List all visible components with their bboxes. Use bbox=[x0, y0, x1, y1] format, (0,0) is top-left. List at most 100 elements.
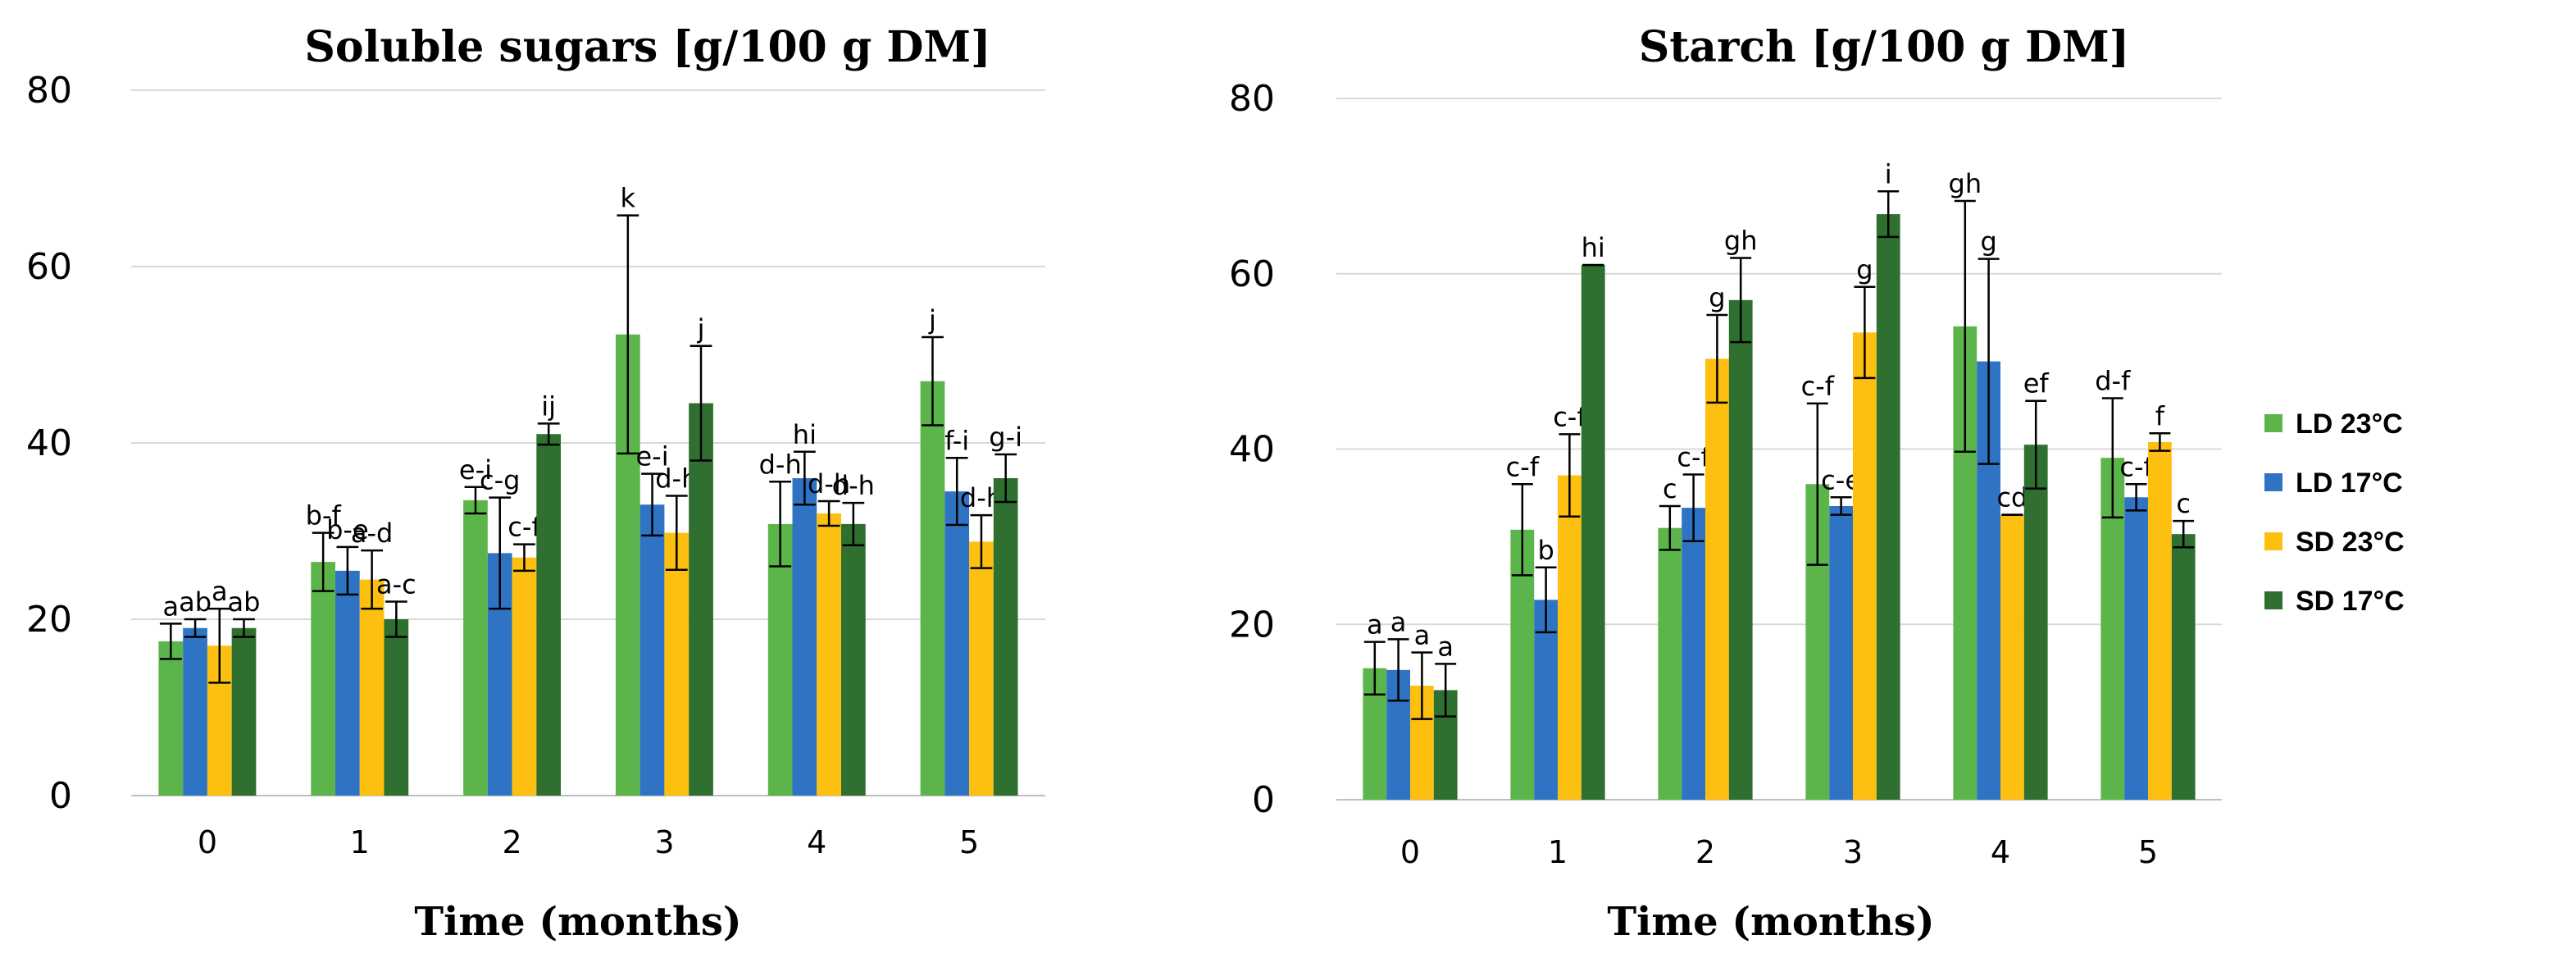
legend: LD 23°C LD 17°C SD 23°C SD 17°C bbox=[2264, 408, 2405, 617]
data-label: c-f bbox=[1553, 401, 1586, 432]
x-tick-label: 0 bbox=[198, 824, 217, 860]
bar bbox=[1728, 299, 1753, 800]
error-bar bbox=[233, 618, 255, 638]
x-tick-label: 5 bbox=[2138, 834, 2158, 870]
y-tick-label: 0 bbox=[1252, 779, 1275, 821]
bar bbox=[183, 627, 207, 796]
x-tick-label: 2 bbox=[1695, 834, 1715, 870]
error-bar bbox=[1387, 638, 1409, 702]
data-label: a bbox=[163, 591, 180, 622]
y-tick-label: 40 bbox=[26, 422, 72, 464]
error-bar bbox=[2101, 397, 2123, 519]
data-label: d-f bbox=[2095, 366, 2131, 397]
data-label: ij bbox=[541, 390, 556, 422]
data-label: j bbox=[928, 304, 936, 335]
legend-label: SD 17°C bbox=[2296, 586, 2405, 617]
bar bbox=[231, 627, 257, 796]
bar bbox=[359, 579, 385, 796]
error-bar bbox=[312, 531, 335, 592]
data-label: c bbox=[2176, 488, 2191, 519]
chart-title: Soluble sugars [g/100 g DM] bbox=[304, 22, 990, 72]
soluble-sugars-chart: Soluble sugars [g/100 g DM] Time (months… bbox=[26, 22, 1045, 945]
x-axis-title: Time (months) bbox=[1607, 899, 1934, 945]
legend-swatch bbox=[2264, 532, 2282, 550]
error-bar bbox=[489, 496, 512, 610]
data-label: a bbox=[1437, 631, 1454, 662]
x-tick-label: 5 bbox=[959, 824, 979, 860]
error-bar bbox=[1854, 285, 1876, 380]
y-tick-label: 60 bbox=[1229, 253, 1275, 295]
error-bar bbox=[794, 450, 816, 506]
data-label: a bbox=[1367, 609, 1383, 641]
error-bar bbox=[617, 214, 639, 455]
error-bar bbox=[513, 543, 535, 573]
error-bar bbox=[1659, 504, 1681, 551]
data-label: c-g bbox=[480, 465, 520, 496]
error-bar bbox=[2173, 519, 2195, 549]
bar bbox=[536, 434, 562, 796]
data-label: f-i bbox=[944, 425, 969, 456]
data-label: a bbox=[212, 576, 228, 607]
bar bbox=[639, 504, 665, 796]
data-label: g bbox=[1709, 282, 1725, 313]
error-bar bbox=[1363, 641, 1386, 696]
bar bbox=[1682, 508, 1705, 800]
data-label: cd bbox=[1996, 482, 2028, 513]
x-tick-label: 4 bbox=[807, 824, 826, 860]
error-bar bbox=[769, 481, 792, 568]
error-bar bbox=[1435, 663, 1457, 718]
bar bbox=[1558, 475, 1582, 800]
bar bbox=[1876, 214, 1900, 800]
data-label: a bbox=[1390, 606, 1407, 637]
data-label: b bbox=[1537, 535, 1554, 566]
bar bbox=[767, 523, 793, 796]
chart-title: Starch [g/100 g DM] bbox=[1639, 22, 2130, 72]
data-label: g-i bbox=[989, 422, 1022, 453]
x-tick-label: 3 bbox=[1843, 834, 1863, 870]
data-label: ab bbox=[228, 586, 261, 618]
data-label: a-c bbox=[376, 569, 416, 600]
data-label: hi bbox=[793, 419, 817, 450]
bar bbox=[1581, 265, 1605, 800]
bar bbox=[2171, 534, 2196, 800]
error-bar bbox=[1535, 566, 1557, 634]
bar bbox=[311, 562, 336, 796]
data-label: e-i bbox=[635, 441, 668, 472]
data-label: a-d bbox=[351, 518, 393, 549]
error-bar bbox=[970, 513, 993, 569]
data-label: j bbox=[697, 313, 705, 344]
y-tick-label: 20 bbox=[26, 599, 72, 641]
data-label: gh bbox=[1724, 226, 1758, 257]
y-tick-label: 20 bbox=[1229, 604, 1275, 646]
error-bar bbox=[922, 335, 944, 427]
legend-label: LD 23°C bbox=[2296, 408, 2403, 440]
error-bar bbox=[1978, 258, 2000, 465]
bar bbox=[2124, 497, 2148, 800]
data-label: gh bbox=[1949, 168, 1982, 199]
legend-swatch bbox=[2264, 414, 2282, 432]
bar bbox=[969, 541, 994, 796]
error-bar bbox=[1559, 433, 1581, 518]
error-bar bbox=[385, 600, 407, 638]
error-bar bbox=[665, 495, 688, 572]
bar bbox=[792, 478, 817, 796]
data-label: a bbox=[1414, 619, 1431, 650]
bar bbox=[944, 491, 970, 796]
error-bar bbox=[690, 344, 712, 462]
legend-swatch bbox=[2264, 473, 2282, 491]
error-bar bbox=[2125, 483, 2147, 512]
error-bar bbox=[2025, 399, 2047, 490]
data-label: g bbox=[1856, 254, 1873, 285]
legend-swatch bbox=[2264, 591, 2282, 609]
bar bbox=[817, 513, 841, 796]
y-tick-label: 80 bbox=[1229, 78, 1275, 120]
bar bbox=[1829, 505, 1853, 800]
bar bbox=[2000, 514, 2024, 800]
error-bar bbox=[2149, 432, 2171, 452]
data-label: d-h bbox=[808, 468, 850, 500]
data-label: c-f bbox=[1506, 451, 1540, 482]
error-bar bbox=[1730, 257, 1752, 344]
error-bar bbox=[994, 453, 1017, 504]
